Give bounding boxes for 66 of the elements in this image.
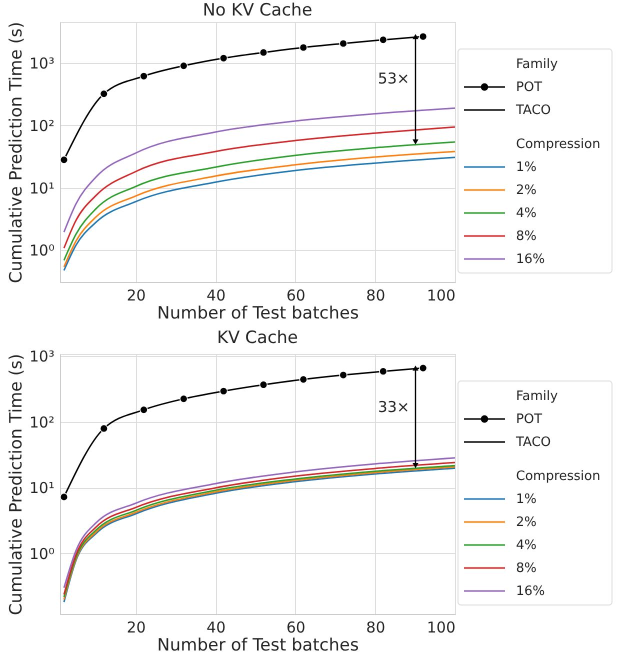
legend-label: 4% [516, 206, 537, 221]
y-tick-label: 10⁰ [29, 544, 54, 563]
y-axis-title: Cumulative Prediction Time (s) [6, 22, 26, 284]
x-tick-label: 40 [206, 618, 226, 636]
y-tick-label: 10¹ [29, 479, 54, 498]
x-axis-title: Number of Test batches [157, 304, 359, 324]
point [259, 380, 268, 389]
y-axis-title: Cumulative Prediction Time (s) [6, 354, 26, 616]
point [180, 394, 188, 403]
legend-label: 1% [516, 492, 537, 507]
legend-label: 8% [516, 229, 537, 244]
text: TACO [515, 103, 551, 118]
point [299, 43, 308, 52]
point [379, 367, 388, 376]
x-tick-label: 80 [366, 618, 386, 636]
point [339, 370, 348, 380]
point [180, 62, 188, 70]
y-tick-label: 10¹ [29, 179, 54, 198]
annotation: 53× [378, 70, 410, 88]
x-axis-title: Number of Test batches [157, 636, 359, 656]
legend-label: 2% [516, 183, 537, 198]
point [299, 375, 308, 384]
y-tick-label: 10³ [29, 54, 54, 72]
legend-label: 16% [516, 252, 545, 267]
point [60, 156, 68, 164]
chart-title: No KV Cache [202, 0, 312, 20]
legend-title: Compression [516, 137, 600, 152]
line-series [63, 126, 455, 249]
point [418, 364, 428, 372]
legend-title: Compression [516, 469, 600, 484]
legend-label: 1% [516, 160, 537, 175]
point [219, 54, 228, 62]
text: TACO [515, 435, 551, 450]
point [140, 406, 148, 414]
x-tick-label: 20 [126, 286, 146, 304]
legend-label: 16% [516, 584, 545, 599]
point [339, 39, 348, 48]
x-tick-label: 100 [426, 618, 456, 636]
line-series [63, 107, 455, 233]
annotation: 33× [378, 398, 410, 416]
point [100, 424, 108, 433]
legend-label: POT [516, 80, 542, 95]
y-tick-label: 10³ [29, 347, 54, 366]
point [140, 72, 148, 80]
chart-title: KV Cache [216, 328, 298, 348]
x-tick-label: 80 [366, 286, 386, 304]
x-tick-label: 40 [206, 286, 226, 304]
point [219, 387, 228, 396]
y-tick-label: 10² [29, 413, 54, 432]
y-tick-label: 10⁰ [29, 242, 54, 260]
y-tick-label: 10² [29, 116, 54, 135]
point [100, 90, 108, 98]
text: Family [516, 389, 558, 404]
x-tick-label: 20 [126, 618, 146, 636]
point [418, 32, 428, 41]
legend-label: 8% [516, 561, 537, 576]
point [60, 492, 68, 502]
point [259, 48, 268, 57]
point [379, 36, 388, 44]
x-tick-label: 60 [286, 286, 306, 304]
legend-label: POT [516, 412, 542, 427]
text: Family [516, 57, 558, 72]
x-tick-label: 100 [426, 286, 456, 304]
legend-label: 2% [516, 515, 537, 530]
legend-label: 4% [516, 538, 537, 553]
x-tick-label: 60 [286, 618, 306, 636]
